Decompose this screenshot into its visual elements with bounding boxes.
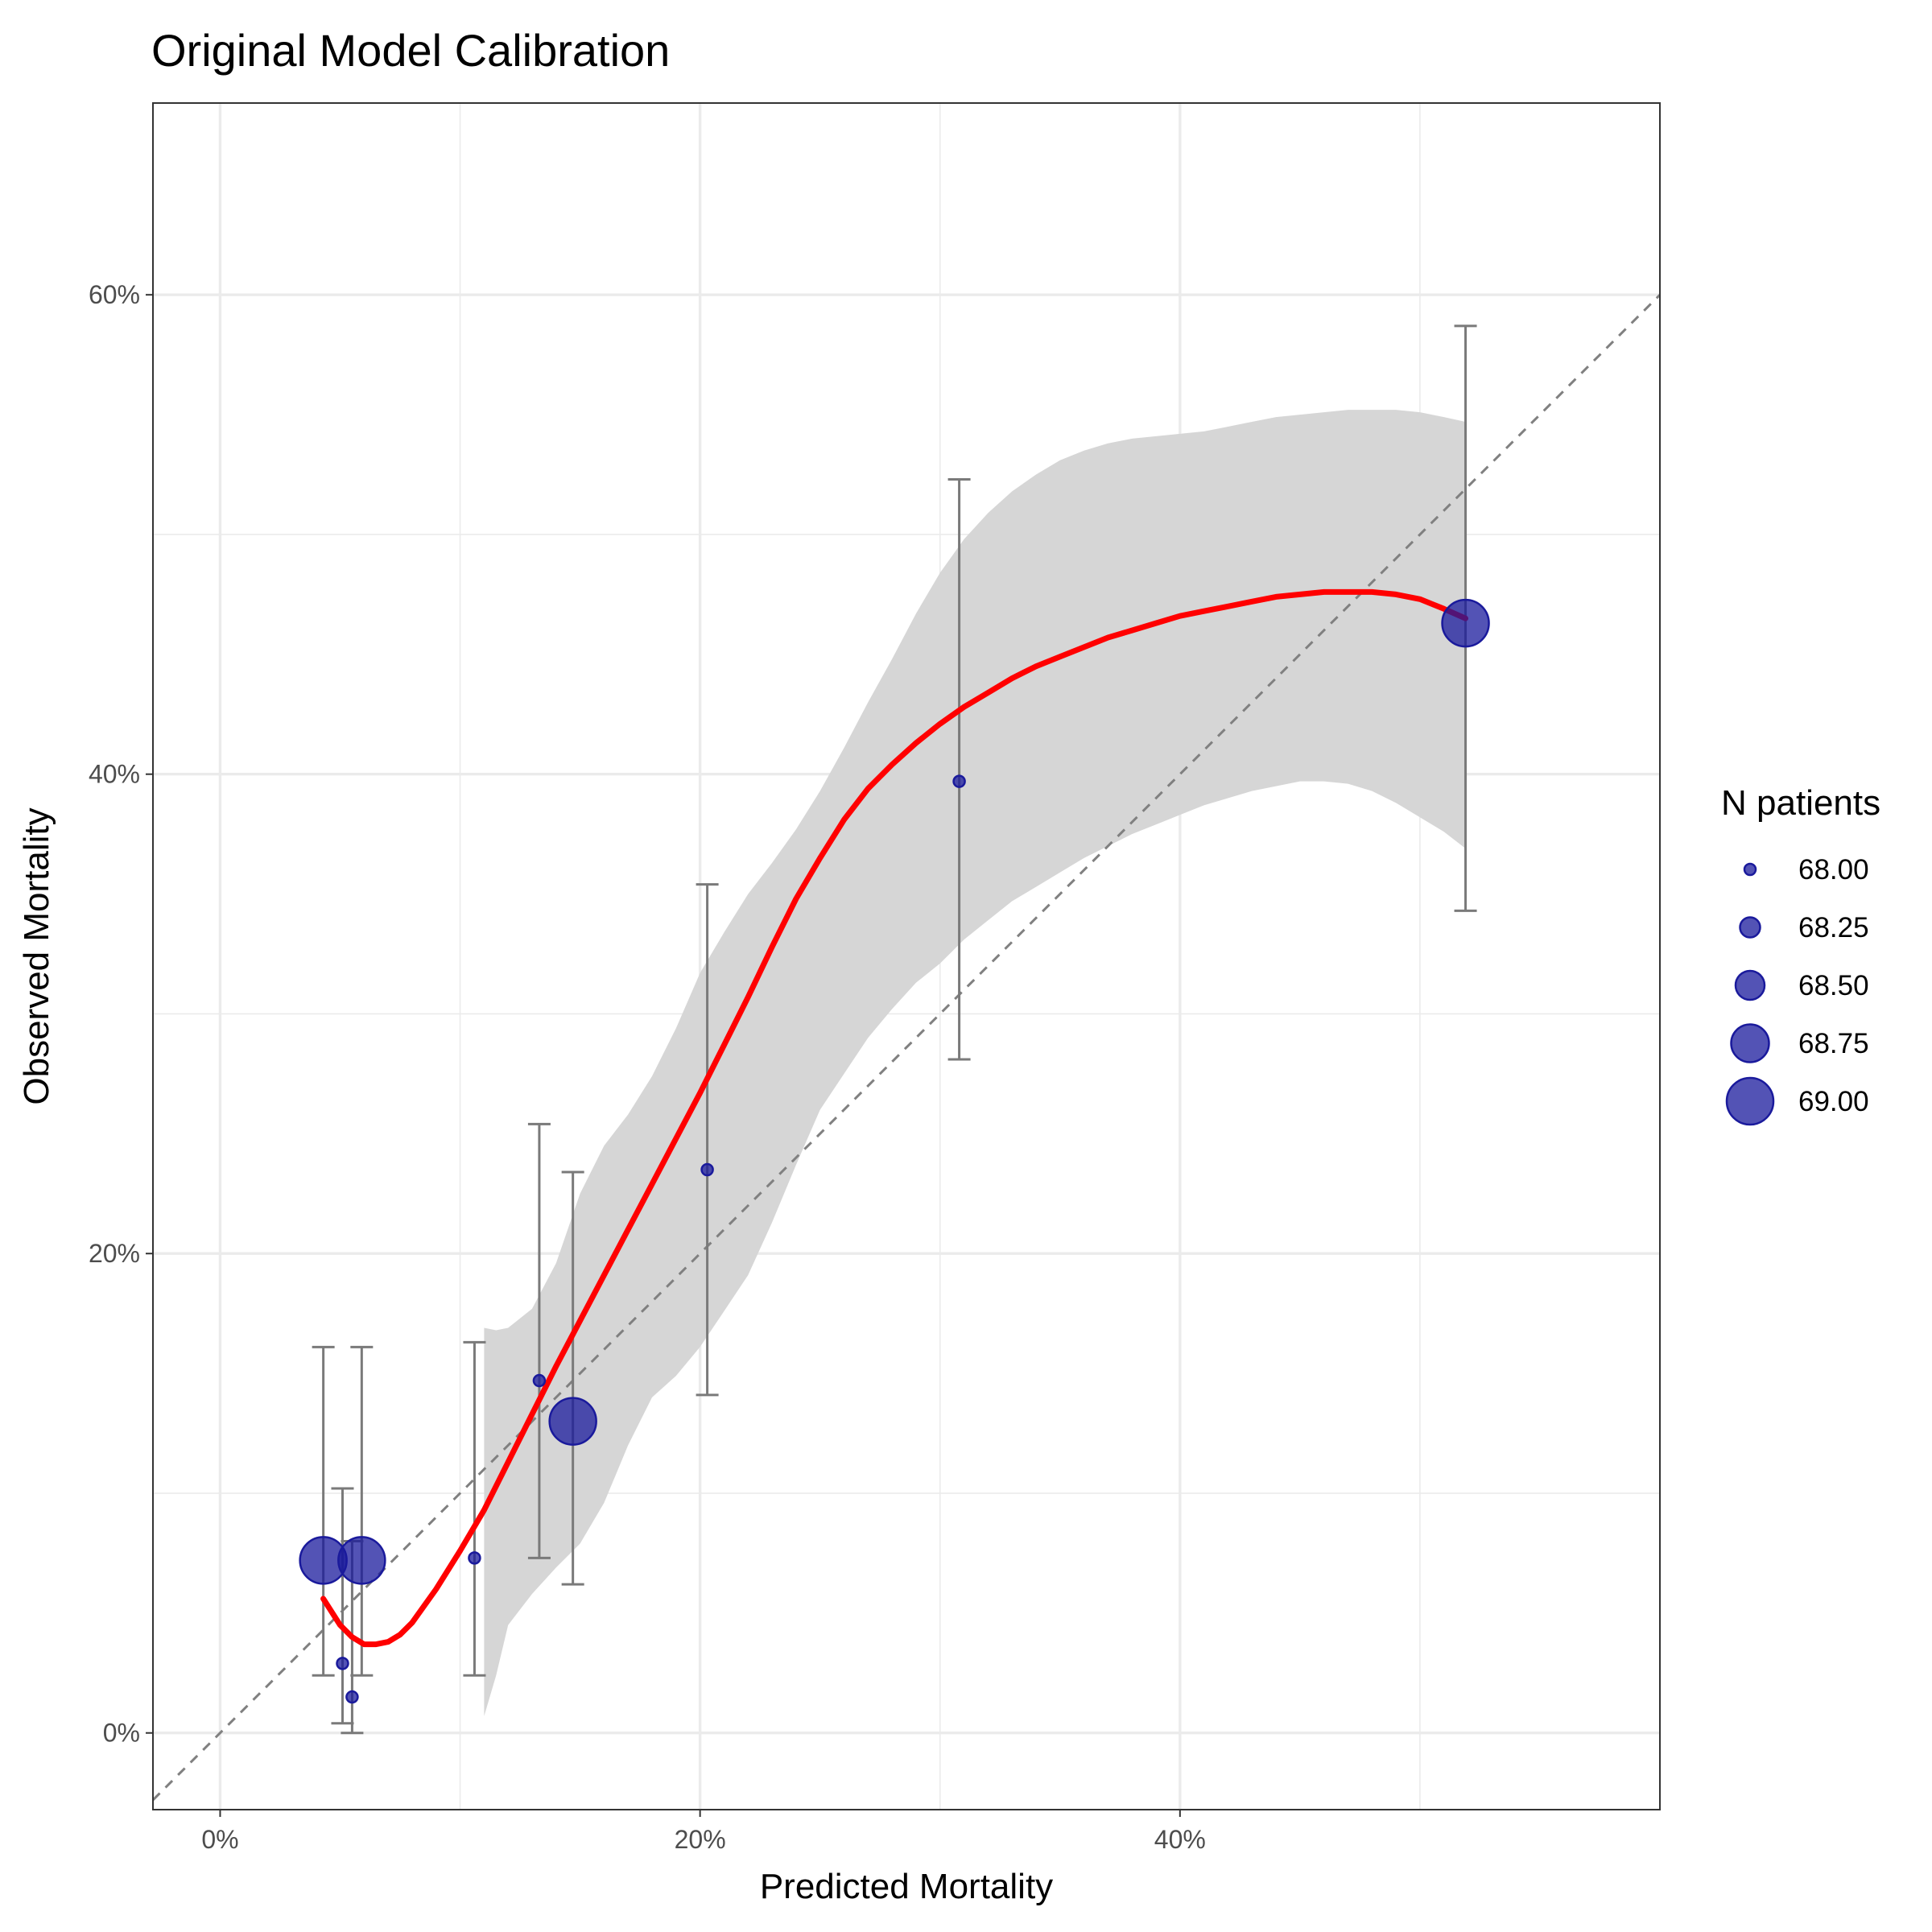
- legend-key: [1743, 862, 1757, 877]
- legend-key: [1730, 1023, 1770, 1063]
- data-point: [700, 1162, 714, 1177]
- legend-key: [1739, 916, 1761, 939]
- y-tick-label: 0%: [103, 1719, 140, 1748]
- x-tick-label: 0%: [201, 1825, 238, 1854]
- legend-label: 68.50: [1798, 970, 1869, 1001]
- error-bar: [331, 1487, 354, 1725]
- data-point: [468, 1551, 481, 1565]
- error-bar: [463, 1340, 486, 1677]
- x-axis-title: Predicted Mortality: [760, 1867, 1053, 1906]
- legend-key: [1725, 1076, 1775, 1126]
- y-axis: 0% 20% 40% 60%: [89, 280, 153, 1748]
- data-point: [337, 1536, 386, 1585]
- x-axis: 0% 20% 40%: [201, 1810, 1206, 1854]
- data-point: [336, 1657, 349, 1670]
- legend: N patients 68.00 68.25 68.50 68.75 69.00: [1721, 783, 1880, 1126]
- legend-items: 68.00 68.25 68.50 68.75 69.00: [1725, 854, 1869, 1126]
- loess-curve: [320, 588, 1468, 1648]
- legend-item: 68.75: [1730, 1023, 1869, 1063]
- legend-item: 68.25: [1739, 912, 1869, 943]
- identity-line: [151, 294, 1662, 1802]
- reference-line: [151, 294, 1662, 1802]
- confidence-ribbon: [484, 410, 1466, 1716]
- error-bar: [527, 1122, 551, 1559]
- data-points: [299, 598, 1490, 1704]
- legend-item: 68.50: [1734, 969, 1869, 1001]
- legend-title: N patients: [1721, 783, 1880, 823]
- data-point: [1441, 598, 1490, 648]
- data-point: [532, 1373, 547, 1388]
- error-bar: [696, 883, 719, 1397]
- confidence-band: [484, 410, 1466, 1716]
- error-bar: [947, 477, 971, 1061]
- x-tick-label: 20%: [675, 1825, 726, 1854]
- plot-border: [152, 102, 1661, 1810]
- y-axis-title: Observed Mortality: [17, 807, 56, 1104]
- data-point: [548, 1397, 597, 1446]
- legend-label: 68.75: [1798, 1028, 1869, 1059]
- smooth-curve: [320, 588, 1468, 1648]
- legend-item: 69.00: [1725, 1076, 1869, 1126]
- error-bar: [561, 1170, 584, 1586]
- legend-label: 69.00: [1798, 1086, 1869, 1117]
- error-bar: [312, 1345, 335, 1677]
- y-tick-label: 40%: [89, 760, 140, 789]
- data-point: [345, 1690, 359, 1704]
- legend-key: [1734, 969, 1766, 1001]
- legend-item: 68.00: [1743, 854, 1869, 886]
- chart-title: Original Model Calibration: [151, 25, 670, 76]
- y-tick-label: 60%: [89, 280, 140, 309]
- y-tick-label: 20%: [89, 1239, 140, 1268]
- data-point: [952, 774, 966, 788]
- legend-label: 68.25: [1798, 912, 1869, 943]
- legend-label: 68.00: [1798, 854, 1869, 886]
- error-bar: [350, 1345, 374, 1677]
- x-tick-label: 40%: [1154, 1825, 1206, 1854]
